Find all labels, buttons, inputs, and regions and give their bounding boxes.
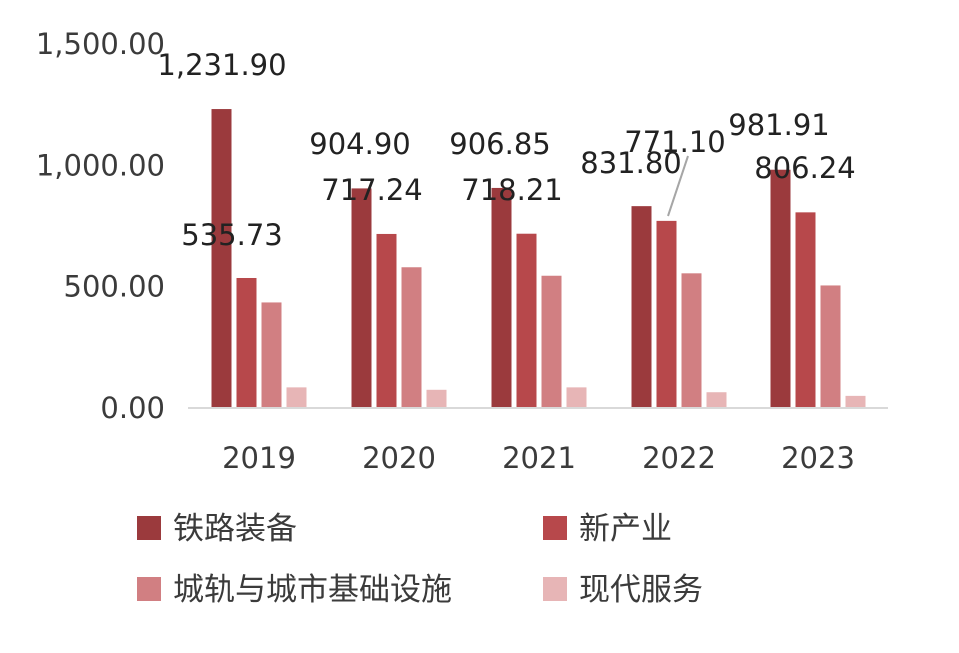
bar: [770, 169, 791, 408]
bar: [516, 233, 537, 408]
bar: [401, 267, 422, 408]
legend-label: 现代服务: [579, 572, 703, 608]
legend-swatch: [543, 516, 567, 540]
legend-label: 铁路装备: [173, 511, 297, 547]
bar: [631, 206, 652, 408]
bar: [566, 387, 587, 408]
x-axis-category-labels: 2019 2020 2021 2022 2023: [222, 441, 855, 475]
x-category-label: 2021: [502, 441, 576, 475]
data-label: 806.24: [754, 151, 855, 185]
data-label: 535.73: [181, 218, 282, 252]
bar: [351, 188, 372, 408]
bar: [376, 233, 397, 408]
bar: [261, 302, 282, 408]
y-tick-label: 0.00: [100, 391, 165, 425]
data-label: 718.21: [461, 173, 562, 207]
data-label: 1,231.90: [157, 48, 286, 82]
bar: [211, 109, 232, 409]
bar: [681, 273, 702, 408]
legend-swatch: [543, 577, 567, 601]
y-tick-label: 1,000.00: [36, 148, 165, 182]
data-label: 771.10: [624, 125, 725, 159]
legend-swatch: [137, 516, 161, 540]
legend-label: 新产业: [579, 511, 672, 547]
y-tick-label: 500.00: [64, 270, 165, 304]
leader-lines: [667, 155, 689, 217]
y-tick-label: 1,500.00: [36, 27, 165, 61]
x-category-label: 2020: [362, 441, 436, 475]
x-category-label: 2019: [222, 441, 296, 475]
data-label: 904.90: [309, 127, 410, 161]
bar: [236, 277, 257, 408]
bar: [656, 220, 677, 408]
leader-line: [667, 155, 689, 217]
x-category-label: 2022: [642, 441, 716, 475]
bars-group: [211, 109, 866, 409]
legend-swatch: [137, 577, 161, 601]
data-label: 981.91: [728, 108, 829, 142]
data-label: 831.80: [580, 146, 681, 180]
x-category-label: 2023: [781, 441, 855, 475]
data-label: 906.85: [449, 127, 550, 161]
bar: [706, 392, 727, 408]
y-axis-tick-labels: 0.00 500.00 1,000.00 1,500.00: [36, 27, 165, 425]
bar: [426, 389, 447, 408]
bar: [286, 387, 307, 408]
data-label: 717.24: [321, 173, 422, 207]
bar: [845, 395, 866, 408]
legend-label: 城轨与城市基础设施: [173, 572, 452, 608]
bar: [820, 285, 841, 408]
bar: [491, 187, 512, 408]
data-labels-group: 1,231.90 535.73 904.90 717.24 906.85 718.21 83…: [157, 48, 855, 252]
bar: [795, 212, 816, 408]
bar: [541, 275, 562, 408]
